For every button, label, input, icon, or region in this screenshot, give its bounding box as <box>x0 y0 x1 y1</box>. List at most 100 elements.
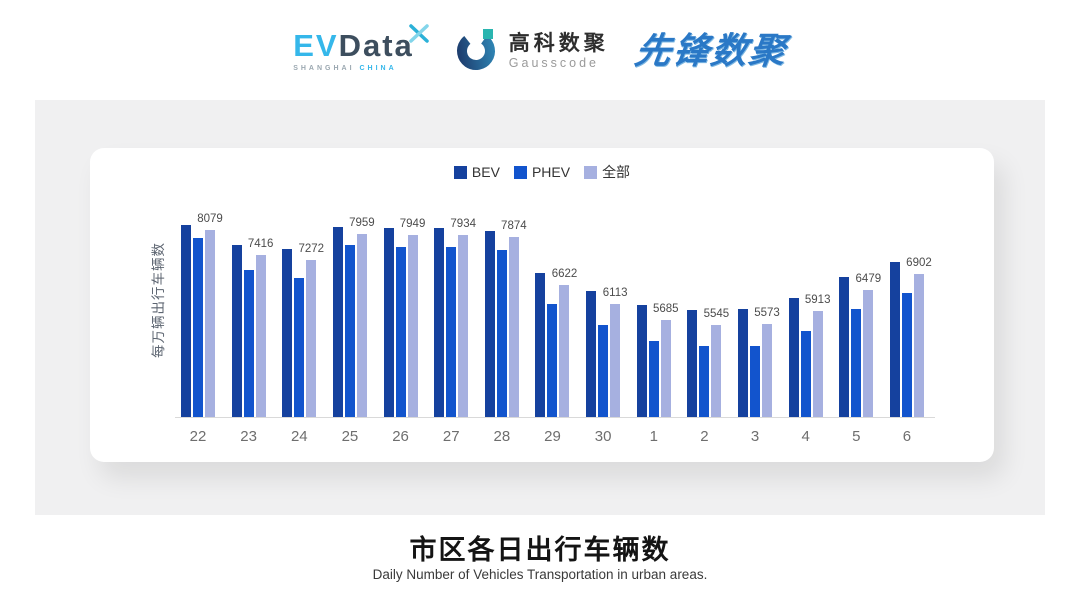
chart-panel: BEV PHEV 全部 每万辆出行车辆数 8079 7416 7272 7959 7949 7… <box>35 100 1045 515</box>
x-axis-label: 6 <box>902 428 912 445</box>
bar-bev <box>636 304 647 417</box>
bar-全部 <box>711 325 722 417</box>
bar-全部 <box>913 273 924 417</box>
bar-group: 5545 <box>687 196 729 417</box>
bar-全部 <box>863 289 874 417</box>
bar-phev <box>699 346 710 417</box>
gausscode-en-text: Gausscode <box>508 55 599 70</box>
bar-bev <box>434 227 445 417</box>
x-axis-label: 1 <box>649 428 658 445</box>
data-label: 6113 <box>602 286 628 299</box>
bar-bev <box>738 308 749 417</box>
evdata-data-text: Data <box>338 28 414 63</box>
data-label: 7272 <box>298 243 325 255</box>
bar-全部 <box>306 260 317 417</box>
legend-label: BEV <box>471 164 500 180</box>
chart-legend: BEV PHEV 全部 <box>90 162 994 182</box>
bar-bev <box>231 245 242 417</box>
gausscode-wordmark: 高科数聚 Gausscode <box>509 32 609 69</box>
x-axis-label: 2 <box>700 428 709 445</box>
x-axis-label: 5 <box>852 428 861 445</box>
bar-group: 7874 <box>484 196 527 417</box>
data-label: 6479 <box>855 272 882 285</box>
gausscode-cn-text: 高科数聚 <box>508 32 609 56</box>
chart-title: 市区各日出行车辆数 <box>409 535 671 565</box>
bar-phev <box>344 245 355 417</box>
legend-label: 全部 <box>602 164 631 180</box>
brand-header: EVData SHANGHAI CHINA <box>0 18 1080 84</box>
x-axis-label: 25 <box>341 428 359 445</box>
sparkle-x-icon <box>408 22 430 49</box>
x-axis-label: 4 <box>801 428 810 445</box>
bar-phev <box>547 303 558 417</box>
bar-group: 6479 <box>839 196 881 417</box>
bar-全部 <box>407 234 418 417</box>
bar-group: 7416 <box>231 196 273 417</box>
bar-bev <box>535 272 546 417</box>
bar-全部 <box>205 229 215 417</box>
evdata-subtext: SHANGHAI CHINA <box>293 65 414 72</box>
bar-phev <box>446 247 457 417</box>
bar-group: 6902 <box>889 196 932 417</box>
bar-全部 <box>559 284 570 417</box>
bar-phev <box>648 341 659 417</box>
legend-label: PHEV <box>531 164 571 180</box>
evdata-shanghai-text: SHANGHAI <box>293 65 355 72</box>
bar-全部 <box>610 303 621 417</box>
data-label: 7949 <box>399 217 426 230</box>
bar-全部 <box>255 254 266 417</box>
bar-全部 <box>508 237 519 417</box>
x-axis-label: 29 <box>544 428 561 445</box>
bar-bev <box>687 309 698 417</box>
bar-group: 7959 <box>332 196 375 417</box>
x-axis-label: 3 <box>750 428 760 445</box>
bar-phev <box>750 346 761 417</box>
bar-group: 5573 <box>738 196 780 417</box>
bar-phev <box>800 330 811 417</box>
data-label: 7934 <box>450 218 476 231</box>
x-axis-label: 26 <box>392 428 409 445</box>
evdata-logo: EVData SHANGHAI CHINA <box>293 24 429 72</box>
data-label: 6902 <box>906 256 932 269</box>
x-axis-label: 22 <box>189 428 207 445</box>
bar-phev <box>243 269 254 417</box>
y-axis-title: 每万辆出行车辆数 <box>151 242 166 358</box>
bar-bev <box>181 224 191 417</box>
legend-item-phev[interactable]: PHEV <box>513 164 571 180</box>
legend-item-全部[interactable]: 全部 <box>584 162 630 182</box>
data-label: 8079 <box>197 212 223 225</box>
data-label: 7874 <box>501 220 527 233</box>
bar-phev <box>851 309 862 417</box>
bar-group: 7934 <box>434 196 476 417</box>
bar-group: 5685 <box>636 196 679 417</box>
bar-bev <box>839 277 850 417</box>
bar-全部 <box>660 319 671 417</box>
legend-item-bev[interactable]: BEV <box>453 164 500 180</box>
plot-area: 8079 7416 7272 7959 7949 7934 7874 6622 6113 5685… <box>175 196 935 418</box>
bar-phev <box>901 292 912 417</box>
gausscode-g-icon <box>454 26 500 77</box>
data-label: 5573 <box>754 306 780 319</box>
data-label: 7416 <box>247 237 274 250</box>
x-axis-label: 24 <box>290 428 308 445</box>
evdata-china-text: CHINA <box>359 65 397 72</box>
bar-phev <box>496 249 507 417</box>
bar-全部 <box>812 311 823 417</box>
data-label: 5685 <box>652 302 679 315</box>
bar-group: 7272 <box>282 196 324 417</box>
data-label: 7959 <box>349 217 375 230</box>
evdata-wordmark: EVData <box>293 30 414 61</box>
bar-bev <box>889 262 900 417</box>
x-axis-label: 27 <box>442 428 460 445</box>
bar-bev <box>383 228 394 417</box>
bar-全部 <box>762 323 773 417</box>
bar-phev <box>395 246 406 417</box>
bar-phev <box>294 277 305 417</box>
gausscode-logo: 高科数聚 Gausscode <box>454 26 609 77</box>
x-axis-label: 30 <box>594 428 612 445</box>
bar-bev <box>282 248 293 417</box>
bar-phev <box>193 238 203 417</box>
bar-bev <box>788 297 799 417</box>
bar-bev <box>484 231 495 417</box>
chart-subtitle: Daily Number of Vehicles Transportation … <box>372 567 708 582</box>
